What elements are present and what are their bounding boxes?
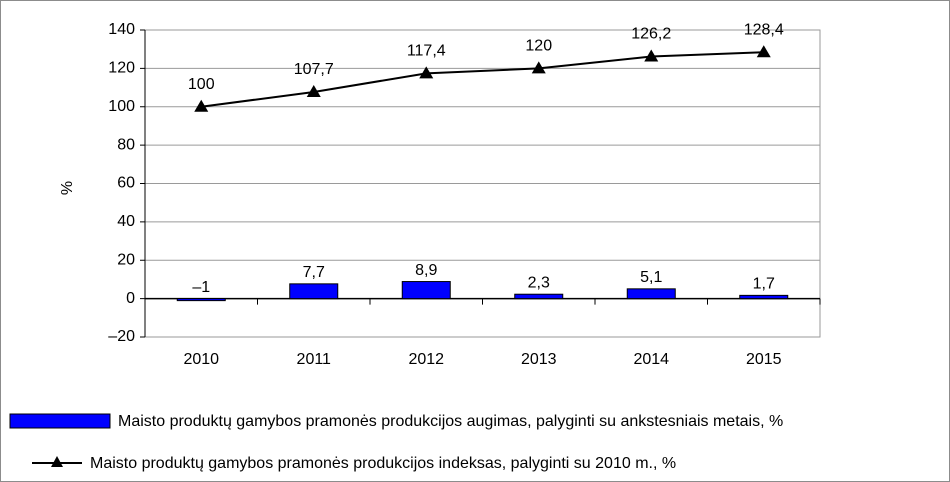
data-label: 5,1 [640, 269, 662, 286]
legend-label: Maisto produktų gamybos pramonės produkc… [90, 455, 676, 472]
marker [419, 66, 434, 79]
legend: Maisto produktų gamybos pramonės produkc… [9, 413, 783, 472]
bar [514, 293, 564, 300]
line [201, 51, 764, 108]
data-label: 2,3 [528, 274, 550, 291]
data-label: 120 [525, 38, 552, 55]
bar [401, 281, 451, 300]
data-label: 1,7 [753, 276, 775, 293]
y-tick-label: 120 [108, 60, 135, 77]
x-tick-label: 2011 [297, 351, 332, 368]
y-tick-label: 0 [126, 290, 135, 307]
y-tick-label: 100 [108, 98, 135, 115]
marker [644, 49, 659, 62]
x-tick-label: 2010 [183, 351, 219, 368]
data-label: 126,2 [631, 26, 671, 43]
bar [739, 294, 789, 300]
data-label: –1 [192, 279, 210, 296]
y-tick-label: –20 [108, 328, 135, 345]
x-tick-label: 2013 [521, 351, 557, 368]
legend-marker [51, 456, 63, 467]
marker [531, 61, 546, 74]
marker [756, 45, 771, 58]
marker [306, 84, 321, 97]
legend-label: Maisto produktų gamybos pramonės produkc… [118, 413, 783, 430]
y-axis-label: % [59, 181, 76, 195]
marker [194, 99, 209, 112]
data-label: 100 [188, 76, 215, 93]
y-tick-label: 60 [117, 175, 135, 192]
x-tick-label: 2015 [746, 351, 782, 368]
legend-swatch [9, 413, 111, 429]
data-label: 107,7 [294, 61, 334, 78]
bar [289, 283, 339, 300]
data-label: 117,4 [407, 43, 446, 60]
y-tick-label: 40 [117, 213, 135, 230]
data-label: 8,9 [415, 262, 437, 279]
bar [626, 288, 676, 300]
x-tick-label: 2012 [408, 351, 444, 368]
data-label: 7,7 [303, 264, 325, 281]
data-label: 128,4 [744, 21, 784, 38]
y-tick-label: 80 [117, 136, 135, 153]
x-tick-label: 2014 [633, 351, 669, 368]
y-tick-label: 20 [117, 251, 135, 268]
y-tick-label: 140 [108, 21, 135, 38]
bar [176, 298, 226, 302]
